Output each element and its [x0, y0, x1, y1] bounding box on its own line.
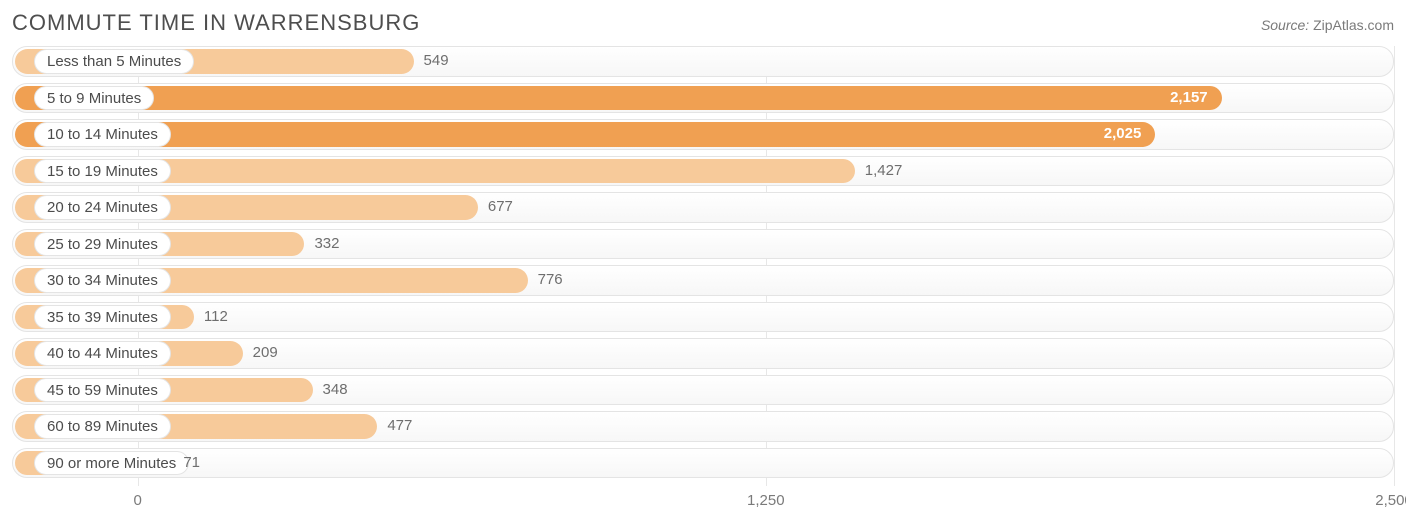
- category-label: 90 or more Minutes: [34, 451, 189, 476]
- category-label: 20 to 24 Minutes: [34, 195, 171, 220]
- commute-time-chart: Commute Time in Warrensburg Source: ZipA…: [0, 0, 1406, 522]
- chart-source: Source: ZipAtlas.com: [1261, 17, 1394, 33]
- chart-header: Commute Time in Warrensburg Source: ZipA…: [12, 10, 1394, 42]
- category-label: 30 to 34 Minutes: [34, 268, 171, 293]
- bar-row: 15 to 19 Minutes 1,427: [12, 156, 1394, 187]
- bar-row: 25 to 29 Minutes 332: [12, 229, 1394, 260]
- bar-row: 40 to 44 Minutes 209: [12, 338, 1394, 369]
- value-label: 477: [387, 411, 412, 442]
- value-label: 2,157: [1170, 83, 1208, 114]
- bar-row: 30 to 34 Minutes 776: [12, 265, 1394, 296]
- source-label: Source:: [1261, 17, 1309, 33]
- plot-area: Less than 5 Minutes 549 5 to 9 Minutes 2,15…: [12, 46, 1394, 486]
- gridline: [1394, 46, 1395, 486]
- bar-fill: [15, 86, 1222, 111]
- value-label: 549: [424, 46, 449, 77]
- bar-row: 45 to 59 Minutes 348: [12, 375, 1394, 406]
- bar-row: 90 or more Minutes71: [12, 448, 1394, 479]
- value-label: 209: [253, 338, 278, 369]
- category-label: 15 to 19 Minutes: [34, 159, 171, 184]
- bar-track: [12, 448, 1394, 479]
- x-tick: 2,500: [1375, 492, 1406, 509]
- category-label: Less than 5 Minutes: [34, 49, 194, 74]
- x-axis: 01,2502,500: [12, 486, 1394, 516]
- value-label: 776: [538, 265, 563, 296]
- category-label: 35 to 39 Minutes: [34, 305, 171, 330]
- value-label: 1,427: [865, 156, 903, 187]
- bar-row: 35 to 39 Minutes 112: [12, 302, 1394, 333]
- value-label: 348: [323, 375, 348, 406]
- source-site: ZipAtlas.com: [1313, 17, 1394, 33]
- x-tick: 0: [133, 492, 141, 509]
- value-label: 112: [204, 302, 228, 333]
- category-label: 60 to 89 Minutes: [34, 414, 171, 439]
- category-label: 5 to 9 Minutes: [34, 86, 154, 111]
- category-label: 45 to 59 Minutes: [34, 378, 171, 403]
- x-tick: 1,250: [747, 492, 785, 509]
- bar-row: 5 to 9 Minutes 2,157: [12, 83, 1394, 114]
- bar-row: 10 to 14 Minutes 2,025: [12, 119, 1394, 150]
- value-label: 2,025: [1104, 119, 1142, 150]
- value-label: 71: [183, 448, 200, 479]
- category-label: 40 to 44 Minutes: [34, 341, 171, 366]
- category-label: 25 to 29 Minutes: [34, 232, 171, 257]
- chart-title: Commute Time in Warrensburg: [12, 10, 420, 36]
- value-label: 677: [488, 192, 513, 223]
- bar-row: Less than 5 Minutes 549: [12, 46, 1394, 77]
- bar-row: 20 to 24 Minutes 677: [12, 192, 1394, 223]
- bar-fill: [15, 122, 1155, 147]
- value-label: 332: [314, 229, 339, 260]
- bar-row: 60 to 89 Minutes 477: [12, 411, 1394, 442]
- category-label: 10 to 14 Minutes: [34, 122, 171, 147]
